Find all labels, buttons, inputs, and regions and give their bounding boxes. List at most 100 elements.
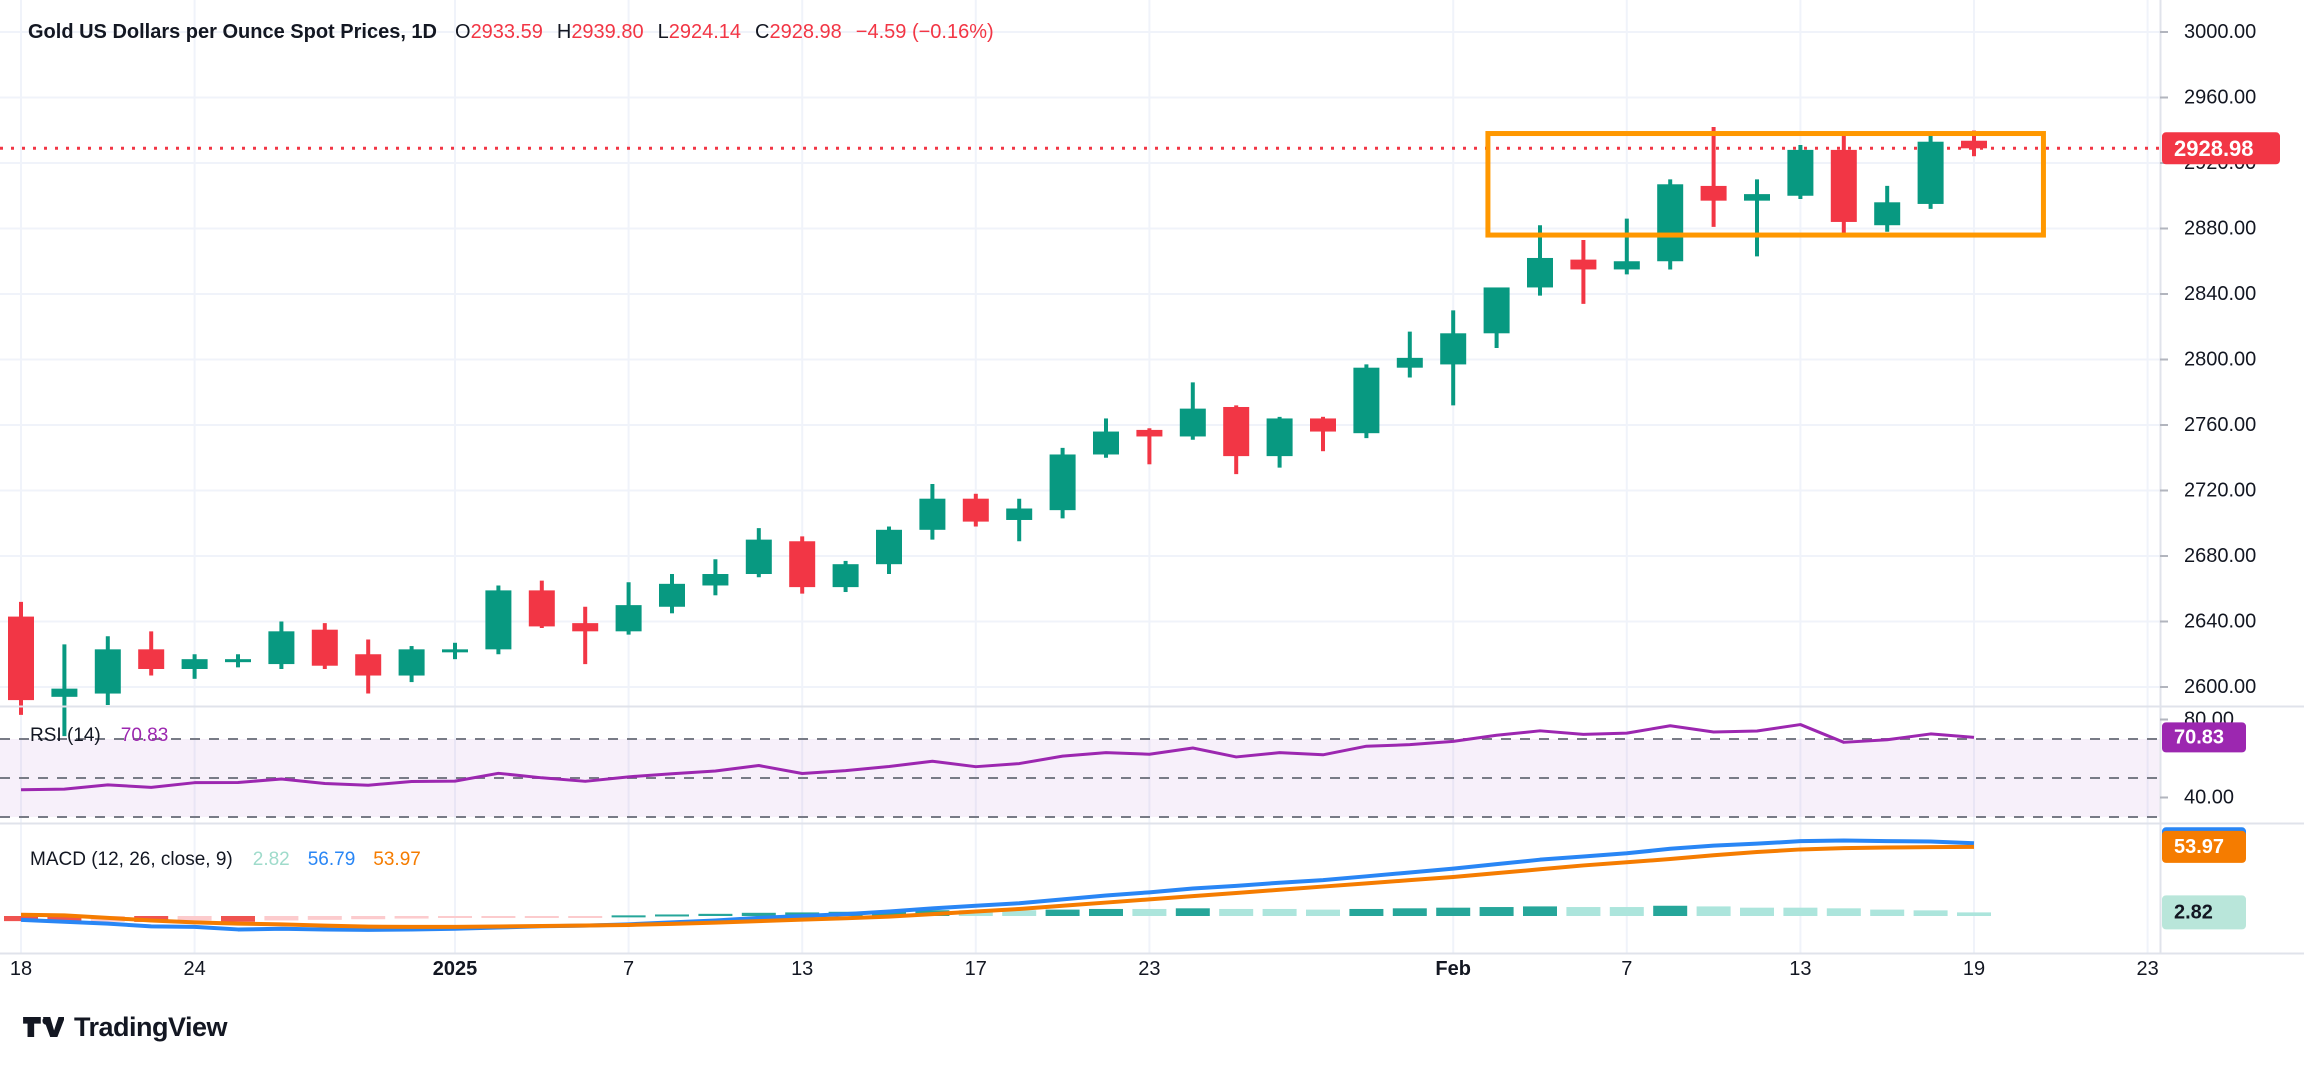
- candle-body: [528, 590, 555, 627]
- candle-body: [1440, 333, 1467, 365]
- rsi-legend[interactable]: RSI (14) 70.83: [30, 725, 168, 747]
- candle-body: [1570, 259, 1597, 270]
- candle-body: [1136, 429, 1163, 437]
- macd-hist-bar: [307, 916, 342, 920]
- time-axis-label: 19: [1963, 958, 1985, 980]
- macd-hist-bar: [1219, 908, 1254, 916]
- candle-body: [138, 649, 165, 669]
- candle-body: [1310, 418, 1336, 432]
- ohlc-open: O2933.59: [455, 21, 543, 43]
- candle-body: [1049, 454, 1076, 511]
- macd-signal-value: 53.97: [373, 849, 421, 870]
- macd-hist-bar: [1479, 907, 1514, 916]
- signal-badge: 53.97: [2162, 830, 2246, 863]
- rsi-badge-text: 70.83: [2174, 726, 2224, 748]
- price-axis-label: 2640.00: [2184, 611, 2256, 633]
- candle-body: [1744, 194, 1770, 201]
- macd-hist-bar: [4, 916, 38, 922]
- macd-hist-bar: [1696, 906, 1731, 916]
- signal-badge-text: 53.97: [2174, 836, 2224, 858]
- orange-box-annotation[interactable]: [1485, 131, 2046, 238]
- time-axis-label: Feb: [1435, 958, 1471, 980]
- time-axis-label: 7: [1621, 958, 1632, 980]
- time-axis-label: 18: [10, 958, 32, 980]
- candle-body: [1527, 257, 1553, 288]
- macd-hist-bar: [1523, 906, 1557, 916]
- macd-hist-bar: [481, 916, 516, 918]
- macd-hist-value: 2.82: [252, 849, 290, 870]
- macd-hist-bar: [351, 916, 386, 920]
- ohlc-high: H2939.80: [556, 21, 644, 43]
- macd-hist-bar: [394, 916, 429, 919]
- price-axis-label: 2880.00: [2184, 218, 2256, 240]
- macd-hist-bar: [1826, 908, 1861, 916]
- macd-legend[interactable]: MACD (12, 26, close, 9) 2.82 56.79 53.97: [30, 849, 421, 871]
- grid: [0, 0, 2160, 953]
- signal-line: [20, 844, 1975, 929]
- candle-body: [1483, 287, 1510, 334]
- rsi-line: [20, 723, 1975, 792]
- candle-body: [572, 623, 599, 632]
- candle-body: [615, 605, 642, 632]
- candle-body: [702, 574, 729, 586]
- candle-body: [1223, 406, 1250, 457]
- price-axis-label: 2680.00: [2184, 545, 2256, 567]
- time-axis-label: 2025: [433, 958, 478, 980]
- candle-body: [1787, 149, 1814, 196]
- time-axis-label: 7: [623, 958, 634, 980]
- candle-body: [398, 649, 425, 676]
- macd-hist-bar: [438, 916, 472, 918]
- candle-body: [1266, 418, 1293, 457]
- candle-body: [51, 688, 78, 697]
- macd-hist-bar: [1566, 907, 1601, 916]
- symbol-title: Gold US Dollars per Ounce Spot Prices, 1…: [28, 21, 437, 43]
- time-axis-label: 13: [1789, 958, 1811, 980]
- macd-hist-bar: [1349, 908, 1384, 916]
- candle-body: [442, 649, 468, 653]
- candle-body: [1353, 367, 1380, 434]
- tradingview-watermark: TradingView: [74, 1011, 228, 1042]
- macd-histogram: [4, 905, 1991, 923]
- candle-body: [1961, 140, 1987, 149]
- candle-body: [1613, 261, 1640, 270]
- price-axis-label: 2600.00: [2184, 676, 2256, 698]
- rsi-badge: 70.83: [2162, 722, 2246, 753]
- price-axis-label: 3000.00: [2184, 21, 2256, 43]
- macd-hist-bar: [1175, 908, 1210, 916]
- macd-hist-bar: [1913, 910, 1948, 916]
- macd-hist-bar: [264, 916, 299, 921]
- macd-hist-bar: [1045, 909, 1080, 916]
- rsi-legend-value: 70.83: [120, 725, 169, 746]
- candle-body: [94, 649, 121, 694]
- macd-hist-bar: [655, 914, 689, 917]
- candle-body: [1830, 149, 1857, 222]
- time-axis[interactable]: 18 24 2025 7 13 17 23 Feb 7 13 19 23: [10, 958, 2159, 980]
- candle-body: [1874, 202, 1901, 226]
- macd-hist-bar: [177, 916, 212, 921]
- rsi-legend-name: RSI (14): [30, 725, 101, 746]
- time-axis-label: 17: [965, 958, 987, 980]
- time-axis-label: 23: [1138, 958, 1160, 980]
- price-axis-label: 2840.00: [2184, 283, 2256, 305]
- candle-body: [832, 564, 859, 588]
- macd-hist-bar: [1392, 908, 1427, 916]
- macd-hist-bar: [524, 916, 559, 918]
- macd-hist-bar: [1306, 909, 1340, 916]
- macd-hist-bar: [47, 916, 82, 923]
- price-badge: 2928.98: [2162, 132, 2280, 165]
- candle-body: [181, 659, 208, 669]
- candle-body: [355, 654, 382, 676]
- candle-body: [485, 590, 512, 650]
- symbol-legend[interactable]: Gold US Dollars per Ounce Spot Prices, 1…: [28, 21, 994, 44]
- macd-hist-bar: [1653, 905, 1688, 916]
- tradingview-logo[interactable]: TradingView: [22, 1010, 228, 1044]
- price-axis-label: 2960.00: [2184, 87, 2256, 109]
- candle-body: [311, 629, 338, 666]
- candle-body: [876, 529, 902, 565]
- candle-body: [1093, 431, 1119, 455]
- macd-hist-bar: [1089, 908, 1123, 916]
- candle-body: [962, 498, 989, 522]
- price-axis-label: 40.00: [2184, 787, 2234, 809]
- macd-hist-bar: [1436, 907, 1471, 916]
